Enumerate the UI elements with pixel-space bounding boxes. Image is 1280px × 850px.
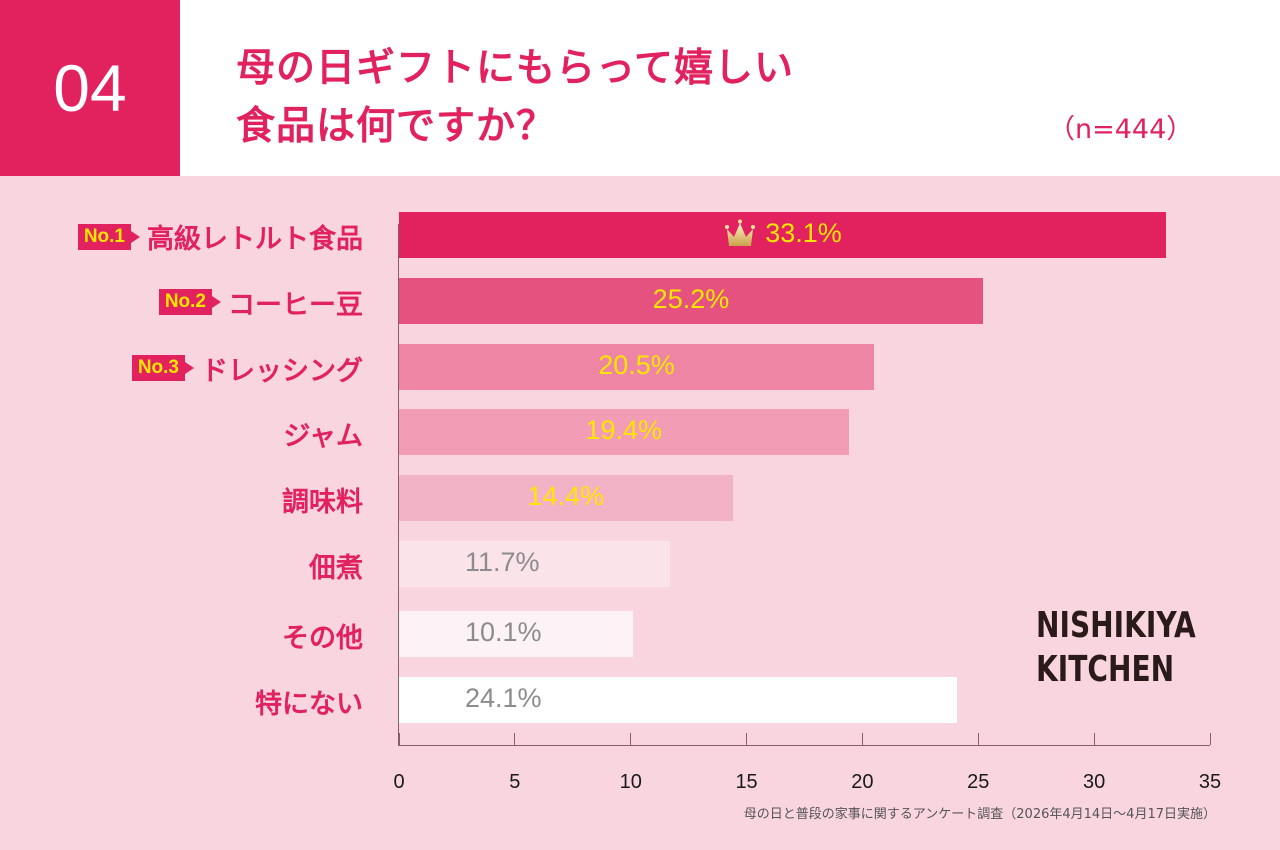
crown-icon	[725, 219, 756, 246]
data-label-text: 19.4%	[585, 415, 663, 446]
data-label: 10.1%	[465, 617, 542, 648]
category-name: ジャム	[283, 421, 363, 453]
x-tick	[514, 733, 516, 745]
x-tick-label: 25	[967, 771, 990, 793]
logo-line-2: KITCHEN	[1036, 649, 1175, 690]
page-title: 母の日ギフトにもらって嬉しい 食品は何ですか？	[236, 40, 794, 156]
data-label-text: 24.1%	[465, 682, 542, 713]
x-tick	[1209, 733, 1211, 745]
x-tick	[398, 733, 400, 745]
x-tick-label: 15	[735, 771, 758, 793]
data-label: 14.4%	[528, 481, 605, 512]
x-tick-label: 10	[619, 771, 642, 793]
rank-badge: No.3	[131, 355, 195, 382]
question-number: 04	[0, 0, 180, 176]
category-name: 佃煮	[309, 553, 363, 584]
x-tick	[746, 733, 748, 745]
title-line-2: 食品は何ですか？	[236, 104, 557, 149]
data-label-text: 11.7%	[465, 547, 540, 577]
x-tick-label: 30	[1083, 771, 1106, 793]
bar	[399, 212, 1166, 258]
category-label: No.2 コーヒー豆	[158, 283, 363, 322]
category-label: 調味料	[282, 480, 363, 519]
category-name: コーヒー豆	[228, 289, 363, 321]
category-label: 特にない	[255, 682, 363, 721]
category-label: No.3 ドレッシング	[131, 349, 363, 388]
data-label: 11.7%	[465, 547, 540, 578]
data-label: 20.5%	[598, 350, 675, 381]
data-label-text: 14.4%	[527, 481, 605, 512]
data-label-text: 25.2%	[652, 283, 730, 314]
data-label: 33.1%	[723, 218, 842, 249]
x-tick	[1093, 733, 1095, 745]
x-tick	[861, 733, 863, 745]
bar	[399, 475, 733, 522]
bar	[399, 409, 849, 456]
category-name: 高級レトルト食品	[147, 224, 363, 255]
data-label: 19.4%	[585, 415, 662, 446]
data-label-text: 20.5%	[598, 349, 675, 380]
bar	[399, 610, 634, 657]
title-line-1: 母の日ギフトにもらって嬉しい	[236, 46, 795, 91]
category-name: 特にない	[255, 688, 363, 720]
category-label: その他	[282, 616, 363, 655]
survey-source: 母の日と普段の家事に関するアンケート調査（2026年4月14日〜4月17日実施）	[743, 807, 1216, 822]
data-label: 24.1%	[465, 683, 542, 714]
data-label-text: 10.1%	[465, 616, 542, 647]
x-tick	[630, 733, 632, 745]
x-tick-label: 5	[509, 771, 521, 793]
x-axis-line	[398, 745, 1210, 746]
x-tick-label: 0	[393, 771, 405, 793]
data-label: 25.2%	[653, 284, 730, 315]
category-label: ジャム	[283, 414, 363, 453]
rank-badge: No.1	[77, 223, 141, 250]
sample-size: （n=444）	[1048, 114, 1194, 145]
bar	[399, 277, 983, 324]
logo-line-1: NISHIKIYA	[1036, 605, 1196, 646]
category-label: 佃煮	[309, 546, 363, 585]
brand-logo: NISHIKIYA KITCHEN	[1036, 604, 1196, 692]
data-label-text: 33.1%	[765, 218, 842, 248]
category-name: 調味料	[282, 487, 363, 519]
category-label: No.1 高級レトルト食品	[77, 217, 363, 256]
bar	[399, 676, 958, 723]
y-axis-line	[398, 224, 399, 745]
bar	[399, 541, 671, 587]
x-tick	[977, 733, 979, 745]
x-tick-label: 20	[851, 771, 874, 793]
x-tick-label: 35	[1198, 771, 1222, 793]
category-name: その他	[282, 622, 363, 654]
rank-badge: No.2	[158, 289, 222, 316]
category-name: ドレッシング	[201, 355, 363, 387]
bar	[399, 343, 874, 390]
header: 04 母の日ギフトにもらって嬉しい 食品は何ですか？ （n=444）	[0, 0, 1280, 176]
